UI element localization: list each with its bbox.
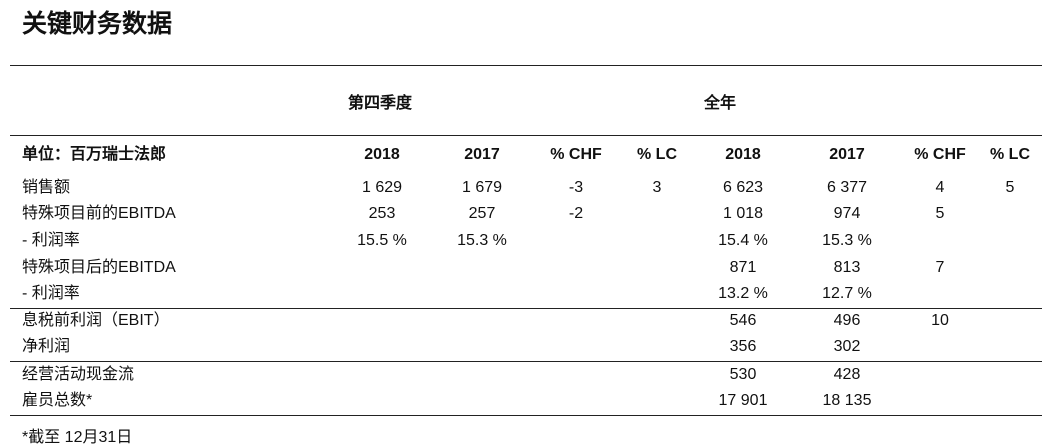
table-cell: 12.7 % bbox=[822, 285, 872, 302]
table-cell: 1 018 bbox=[722, 205, 764, 222]
row-label: 特殊项目后的EBITDA bbox=[22, 259, 176, 276]
column-header: % LC bbox=[990, 146, 1030, 163]
table-cell: 7 bbox=[935, 259, 945, 276]
row-label: 息税前利润（EBIT） bbox=[22, 312, 170, 329]
column-header: 2018 bbox=[725, 146, 761, 163]
table-cell: -3 bbox=[568, 179, 584, 196]
divider bbox=[10, 65, 1042, 66]
row-label: - 利润率 bbox=[22, 285, 80, 302]
table-cell: 5 bbox=[935, 205, 945, 222]
table-cell: 15.5 % bbox=[357, 232, 407, 249]
table-cell: 253 bbox=[368, 205, 396, 222]
table-cell: 10 bbox=[931, 312, 949, 329]
column-header: % LC bbox=[637, 146, 677, 163]
table-cell: 17 901 bbox=[718, 392, 768, 409]
table-cell: 1 629 bbox=[361, 179, 403, 196]
column-header: % CHF bbox=[550, 146, 602, 163]
divider bbox=[10, 415, 1042, 416]
table-cell: 974 bbox=[833, 205, 861, 222]
table-cell: 257 bbox=[468, 205, 496, 222]
table-cell: 871 bbox=[729, 259, 757, 276]
table-cell: 496 bbox=[833, 312, 861, 329]
table-cell: 302 bbox=[833, 338, 861, 355]
table-cell: 428 bbox=[833, 366, 861, 383]
column-header: % CHF bbox=[914, 146, 966, 163]
table-row: 销售额 1 629 1 679 -3 3 6 623 6 377 4 5 bbox=[0, 176, 1054, 200]
footnote: *截至 12月31日 bbox=[22, 429, 133, 446]
column-header: 2017 bbox=[464, 146, 500, 163]
column-header: 2018 bbox=[364, 146, 400, 163]
table-cell: 13.2 % bbox=[718, 285, 768, 302]
divider bbox=[10, 361, 1042, 362]
divider bbox=[10, 308, 1042, 309]
group-header-full-year: 全年 bbox=[703, 95, 736, 112]
table-cell: 813 bbox=[833, 259, 861, 276]
page-title: 关键财务数据 bbox=[22, 10, 173, 38]
row-label: 净利润 bbox=[22, 338, 71, 355]
row-label: - 利润率 bbox=[22, 232, 80, 249]
table-cell: 18 135 bbox=[822, 392, 872, 409]
table-cell: 356 bbox=[729, 338, 757, 355]
row-label: 销售额 bbox=[22, 179, 71, 196]
table-cell: 530 bbox=[729, 366, 757, 383]
group-header-quarter: 第四季度 bbox=[347, 95, 412, 112]
divider bbox=[10, 135, 1042, 136]
table-cell: 546 bbox=[729, 312, 757, 329]
table-cell: 1 679 bbox=[461, 179, 503, 196]
table-cell: 3 bbox=[652, 179, 662, 196]
table-cell: 5 bbox=[1005, 179, 1015, 196]
table-row: 雇员总数* 17 901 18 135 bbox=[0, 389, 1054, 413]
table-cell: 6 377 bbox=[826, 179, 868, 196]
table-row: 息税前利润（EBIT） 546 496 10 bbox=[0, 309, 1054, 333]
row-label: 特殊项目前的EBITDA bbox=[22, 205, 176, 222]
table-cell: -2 bbox=[568, 205, 584, 222]
table-cell: 15.4 % bbox=[718, 232, 768, 249]
table-cell: 6 623 bbox=[722, 179, 764, 196]
table-row: - 利润率 13.2 % 12.7 % bbox=[0, 282, 1054, 306]
table-row: - 利润率 15.5 % 15.3 % 15.4 % 15.3 % bbox=[0, 229, 1054, 253]
table-cell: 4 bbox=[935, 179, 945, 196]
table-header-row: 单位：百万瑞士法郎 2018 2017 % CHF % LC 2018 2017 % CHF%… bbox=[0, 143, 1054, 167]
row-label: 单位：百万瑞士法郎 bbox=[22, 146, 167, 163]
table-row: 特殊项目前的EBITDA 253 257 -2 1 018 974 5 bbox=[0, 202, 1054, 226]
table-cell: 15.3 % bbox=[822, 232, 872, 249]
row-label: 经营活动现金流 bbox=[22, 366, 135, 383]
table-row: 经营活动现金流 530 428 bbox=[0, 363, 1054, 387]
table-row: 净利润 356 302 bbox=[0, 335, 1054, 359]
column-header: 2017 bbox=[829, 146, 865, 163]
table-cell: 15.3 % bbox=[457, 232, 507, 249]
table-row: 特殊项目后的EBITDA 871 813 7 bbox=[0, 256, 1054, 280]
row-label: 雇员总数* bbox=[22, 392, 93, 409]
